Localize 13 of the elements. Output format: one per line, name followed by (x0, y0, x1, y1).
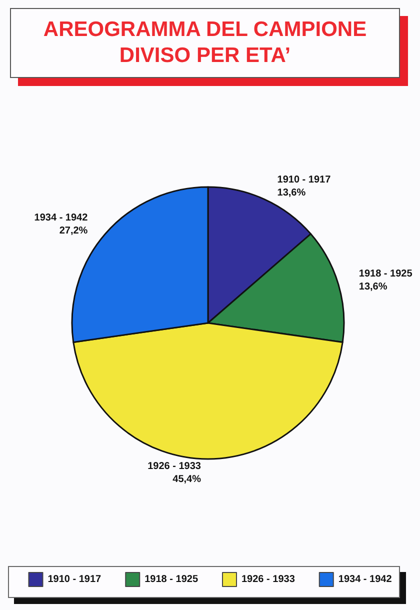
data-label: 13,6% (277, 188, 306, 199)
legend-label: 1910 - 1917 (48, 574, 102, 585)
data-label: 45,4% (172, 474, 202, 485)
legend-label: 1934 - 1942 (338, 574, 392, 585)
slice-label: 1934 - 1942 (34, 212, 88, 224)
slice-label: 1918 - 1925 (358, 268, 413, 280)
slice-label: 1926 - 1933 (148, 461, 202, 472)
chart-title: AREOGRAMMA DEL CAMPIONE DIVISO PER ETA’ (10, 8, 400, 78)
data-label: 13,6% (358, 282, 388, 293)
data-label: 27,2% (59, 226, 88, 237)
slice-label: 1910 - 1917 (277, 174, 332, 186)
legend-label: 1926 - 1933 (242, 574, 296, 585)
legend-label: 1918 - 1925 (144, 574, 198, 585)
